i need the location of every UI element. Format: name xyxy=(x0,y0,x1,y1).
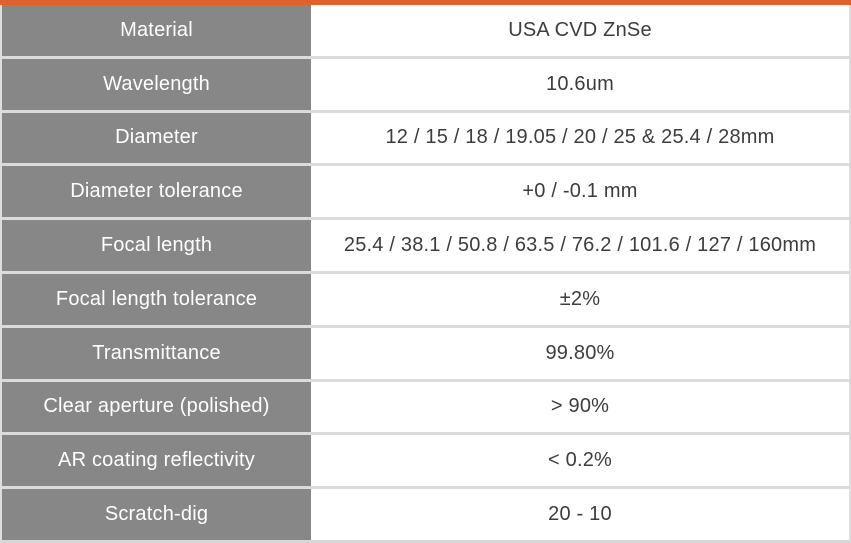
table-top-accent-bar xyxy=(0,0,851,5)
table-row: AR coating reflectivity < 0.2% xyxy=(2,435,849,490)
table-row: Transmittance 99.80% xyxy=(2,327,849,382)
spec-label-cell: Diameter tolerance xyxy=(2,166,311,218)
spec-label-cell: Transmittance xyxy=(2,327,311,379)
spec-value-cell: < 0.2% xyxy=(311,435,849,487)
spec-label-cell: Clear aperture (polished) xyxy=(2,381,311,433)
spec-value-cell: 12 / 15 / 18 / 19.05 / 20 / 25 & 25.4 / … xyxy=(311,112,849,164)
spec-value-cell: 99.80% xyxy=(311,327,849,379)
spec-value-cell: USA CVD ZnSe xyxy=(311,5,849,56)
spec-value-cell: 10.6um xyxy=(311,58,849,110)
spec-label-cell: Material xyxy=(2,5,311,56)
spec-label-cell: AR coating reflectivity xyxy=(2,435,311,487)
spec-label-cell: Wavelength xyxy=(2,58,311,110)
table-row: Material USA CVD ZnSe xyxy=(2,5,849,59)
table-row: Diameter 12 / 15 / 18 / 19.05 / 20 / 25 … xyxy=(2,112,849,167)
spec-label-cell: Scratch-dig xyxy=(2,489,311,540)
table-row: Scratch-dig 20 - 10 xyxy=(2,489,849,540)
table-row: Diameter tolerance +0 / -0.1 mm xyxy=(2,166,849,221)
table-row: Focal length 25.4 / 38.1 / 50.8 / 63.5 /… xyxy=(2,220,849,274)
spec-label-cell: Focal length xyxy=(2,220,311,271)
spec-table-rows: Material USA CVD ZnSe Wavelength 10.6um … xyxy=(0,5,851,543)
spec-value-cell: 20 - 10 xyxy=(311,489,849,540)
table-row: Wavelength 10.6um xyxy=(2,58,849,113)
spec-value-cell: +0 / -0.1 mm xyxy=(311,166,849,218)
spec-label-cell: Diameter xyxy=(2,112,311,164)
spec-value-cell: > 90% xyxy=(311,381,849,433)
table-row: Clear aperture (polished) > 90% xyxy=(2,381,849,436)
spec-value-cell: ±2% xyxy=(311,273,849,325)
table-row: Focal length tolerance ±2% xyxy=(2,273,849,328)
spec-label-cell: Focal length tolerance xyxy=(2,273,311,325)
spec-value-cell: 25.4 / 38.1 / 50.8 / 63.5 / 76.2 / 101.6… xyxy=(311,220,849,271)
